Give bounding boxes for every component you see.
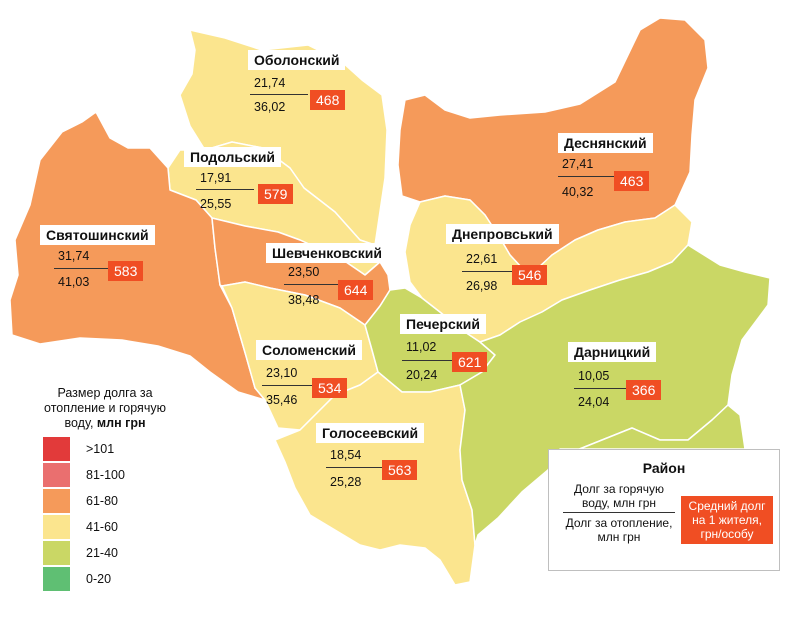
hot-water-debt-value: 21,74 [254,76,286,90]
avg-debt-badge: 583 [108,261,144,281]
legend-range-item: >101 [40,437,170,463]
avg-debt-badge: 621 [452,352,488,372]
heating-debt-value: 41,03 [58,275,90,289]
hot-water-debt-value: 18,54 [330,448,362,462]
hot-water-debt-value: 23,10 [266,366,298,380]
legend-swatch [43,437,70,461]
district-name: Днепровський [446,224,559,244]
legend-range-item: 81-100 [40,463,170,489]
separator-line [54,268,112,269]
legend-swatch [43,567,70,591]
legend-unit: млн грн [96,416,146,430]
heating-debt-value: 38,48 [288,293,320,307]
heating-debt-value: 24,04 [578,395,610,409]
legend-range-label: 81-100 [86,468,125,482]
separator-line [284,284,342,285]
avg-debt-badge: 366 [626,380,662,400]
avg-debt-badge: 579 [258,184,294,204]
legend-title-line: воду, млн грн [40,416,170,431]
legend-swatch [43,489,70,513]
hot-water-debt-value: 17,91 [200,171,232,185]
district-name: Шевченковский [266,243,388,263]
separator-line [558,176,616,177]
legend-range-label: 21-40 [86,546,118,560]
hot-water-debt-value: 11,02 [406,340,437,354]
hot-water-debt-value: 23,50 [288,265,320,279]
district-name: Соломенский [256,340,362,360]
legend-range-item: 61-80 [40,489,170,515]
legend-title-line: отопление и горячую [44,401,166,415]
legend-range-label: >101 [86,442,115,456]
legend-range-item: 0-20 [40,567,170,593]
key-hot-water-label: Долг за горячую воду, млн грн [574,482,664,510]
legend-swatch [43,463,70,487]
district-name: Оболонский [248,50,346,70]
avg-debt-badge: 546 [512,265,548,285]
district-name: Святошинский [40,225,155,245]
legend-range-label: 61-80 [86,494,118,508]
hot-water-debt-value: 27,41 [562,157,594,171]
legend-range-item: 41-60 [40,515,170,541]
separator-line [196,189,254,190]
legend-title-word: воду, [64,416,94,430]
heating-debt-value: 36,02 [254,100,286,114]
avg-debt-badge: 644 [338,280,374,300]
separator-line [462,271,520,272]
legend-title-line: Размер долга за [57,386,153,400]
separator-line [326,467,384,468]
legend-swatch [43,515,70,539]
avg-debt-badge: 534 [312,378,348,398]
legend-range-label: 0-20 [86,572,112,586]
heating-debt-value: 40,32 [562,185,594,199]
district-name: Подольский [184,147,282,167]
separator-line [250,94,308,95]
heating-debt-value: 25,28 [330,475,362,489]
key-avg-badge: Средний долг на 1 жителя, грн/особу [681,496,773,544]
avg-debt-badge: 463 [614,171,650,191]
avg-debt-badge: 468 [310,90,346,110]
district-name: Печерский [400,314,486,334]
hot-water-debt-value: 31,74 [58,249,90,263]
hot-water-debt-value: 22,61 [466,252,498,266]
district-name: Голосеевский [316,423,425,443]
legend-range-label: 41-60 [86,520,118,534]
heating-debt-value: 25,55 [200,197,232,211]
legend-swatch [43,541,70,565]
district-name: Деснянский [558,133,653,153]
avg-debt-badge: 563 [382,460,418,480]
heating-debt-value: 26,98 [466,279,498,293]
heating-debt-value: 35,46 [266,393,298,407]
color-legend: Размер долга за отопление и горячую воду… [40,386,170,593]
legend-range-item: 21-40 [40,541,170,567]
hot-water-debt-value: 10,05 [578,369,610,383]
district-key: Район Долг за горячую воду, млн грн Долг… [548,449,780,571]
legend-title: Размер долга за отопление и горячую воду… [40,386,170,431]
separator-line [574,388,632,389]
separator-line [402,360,460,361]
key-title: Район [642,460,686,476]
separator-line [262,385,320,386]
key-heating-label: Долг за отопление, млн грн [565,516,673,544]
key-separator [563,512,675,513]
district-name: Дарницкий [568,342,657,362]
heating-debt-value: 20,24 [406,368,438,382]
legend-ranges: >101 81-100 61-80 41-60 21-40 0-20 [40,437,170,593]
